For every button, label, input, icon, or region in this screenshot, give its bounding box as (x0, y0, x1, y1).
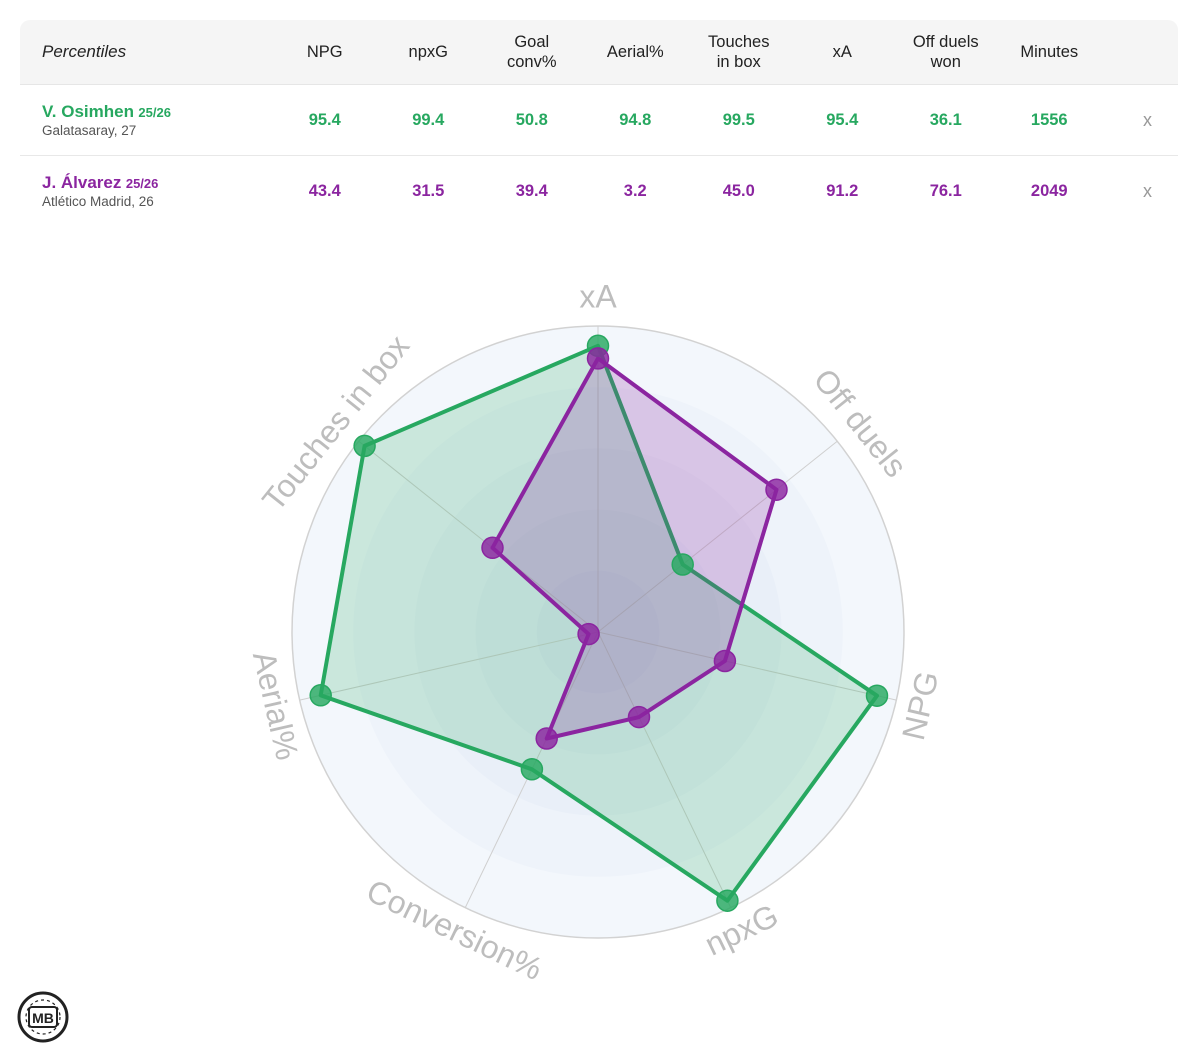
value-cell: 45.0 (722, 181, 755, 200)
radar-spoke (358, 440, 599, 633)
col-header-touches: Touches in box (708, 33, 770, 71)
player-team: Atlético Madrid, 26 (42, 194, 154, 209)
col-header-off-duels: Off duels won (912, 33, 979, 71)
radar-polygon-osimhen (318, 343, 879, 903)
value-cell: 95.4 (308, 110, 341, 129)
col-header-goal-conv: Goal conv% (506, 33, 557, 71)
radar-point[interactable] (865, 684, 889, 707)
radar-axis-label: NPG (895, 668, 946, 744)
mb-logo: MB (17, 991, 69, 1043)
player-season: 25/26 (125, 176, 159, 191)
radar-point[interactable] (586, 347, 610, 370)
col-header-npxg: npxG (408, 43, 448, 61)
table-row: V. Osimhen 25/26 Galatasaray, 27 95.4 99… (20, 85, 1178, 156)
value-cell: 95.4 (826, 110, 859, 129)
player-cell: J. Álvarez 25/26 Atlético Madrid, 26 (20, 173, 273, 209)
radar-polygon-alvarez (490, 356, 779, 741)
radar-spoke (597, 631, 732, 908)
remove-player-button[interactable]: x (1143, 180, 1152, 201)
value-cell: 43.4 (308, 181, 341, 200)
value-cell: 1556 (1030, 110, 1068, 129)
radar-points (309, 334, 889, 912)
radar-point[interactable] (520, 758, 544, 781)
player-cell: V. Osimhen 25/26 Galatasaray, 27 (20, 102, 273, 138)
radar-spokes (299, 326, 897, 908)
value-cell: 94.8 (619, 110, 652, 129)
col-header-npg: NPG (306, 43, 343, 61)
value-cell: 36.1 (929, 110, 962, 129)
value-cell: 39.4 (515, 181, 548, 200)
value-cell: 3.2 (623, 181, 647, 200)
radar-spoke (597, 440, 838, 633)
radar-point[interactable] (716, 889, 739, 912)
logo-text: MB (32, 1010, 54, 1026)
percentile-table: Percentiles NPG npxG Goal conv% Aerial% T… (20, 20, 1178, 226)
value-cell: 2049 (1030, 181, 1068, 200)
player-name[interactable]: J. Álvarez (42, 173, 122, 192)
radar-point[interactable] (713, 649, 737, 673)
radar-point[interactable] (353, 434, 376, 458)
remove-player-button[interactable]: x (1143, 109, 1152, 130)
player-team: Galatasaray, 27 (42, 123, 137, 138)
radar-point[interactable] (309, 684, 332, 707)
radar-point[interactable] (535, 727, 558, 750)
radar-point[interactable] (627, 705, 651, 729)
radar-point[interactable] (765, 478, 788, 501)
value-cell: 99.5 (722, 110, 755, 129)
col-header-minutes: Minutes (1020, 43, 1079, 61)
table-header: Percentiles NPG npxG Goal conv% Aerial% T… (20, 20, 1178, 85)
radar-series (318, 343, 879, 903)
value-cell: 50.8 (515, 110, 548, 129)
col-header-aerial: Aerial% (606, 43, 664, 61)
value-cell: 99.4 (412, 110, 445, 129)
col-header-xa: xA (832, 43, 852, 61)
radar-point[interactable] (577, 622, 600, 646)
player-name[interactable]: V. Osimhen (42, 102, 134, 121)
radar-point[interactable] (481, 536, 504, 560)
value-cell: 91.2 (826, 181, 859, 200)
player-season: 25/26 (138, 105, 171, 120)
radar-spoke (299, 631, 599, 701)
radar-spoke (597, 631, 897, 701)
table-row: J. Álvarez 25/26 Atlético Madrid, 26 43.… (20, 156, 1178, 226)
value-cell: 76.1 (929, 181, 962, 200)
corner-label: Percentiles (42, 42, 127, 61)
radar-point[interactable] (671, 553, 694, 576)
radar-axis-label: xA (579, 278, 617, 314)
value-cell: 31.5 (412, 181, 445, 200)
